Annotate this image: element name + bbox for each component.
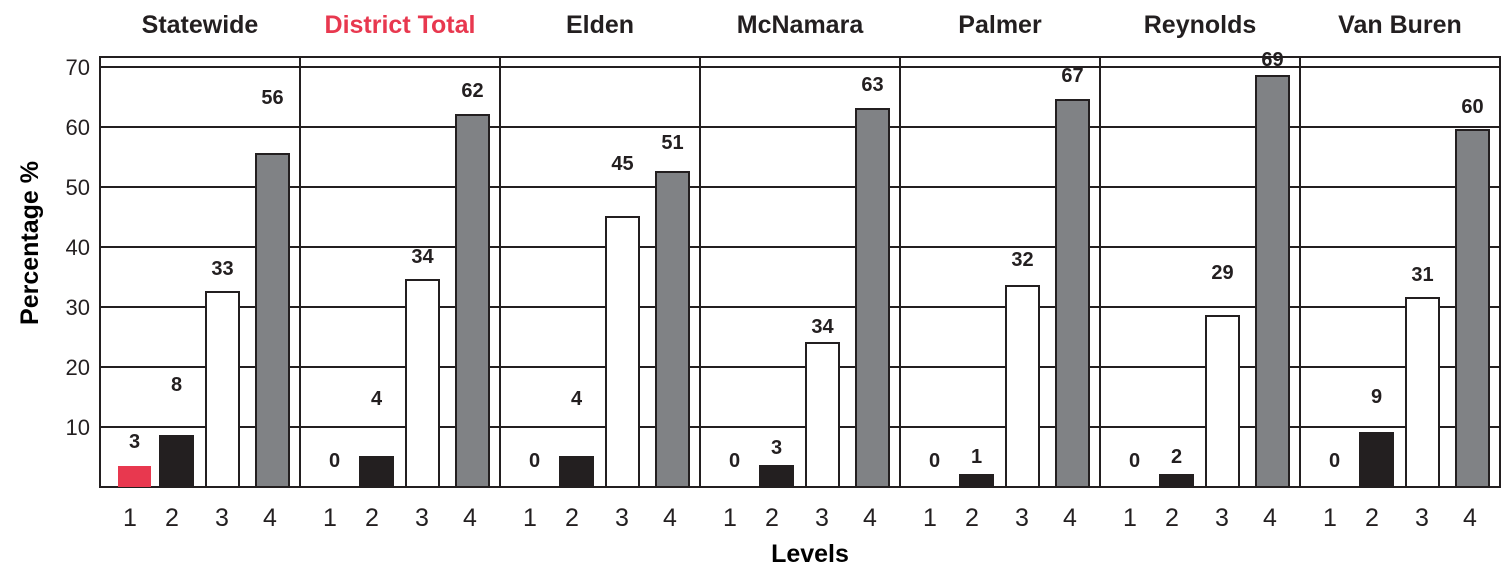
y-axis-title: Percentage % [16, 161, 44, 325]
x-tick-label: 1 [523, 504, 537, 532]
bar-level-2 [359, 456, 394, 488]
data-label: 34 [411, 246, 434, 268]
data-label: 34 [811, 316, 834, 338]
x-tick-label: 2 [1365, 504, 1379, 532]
x-tick-label: 4 [463, 504, 477, 532]
data-label: 51 [661, 132, 683, 154]
bar-level-3 [1405, 297, 1440, 488]
data-label: 4 [371, 388, 383, 410]
x-tick-label: 4 [1463, 504, 1477, 532]
bar-level-1 [118, 466, 151, 487]
data-label: 3 [771, 437, 782, 459]
panel-title: Palmer [958, 11, 1042, 39]
data-label: 2 [1171, 446, 1182, 468]
x-tick-label: 4 [263, 504, 277, 532]
x-tick-label: 1 [323, 504, 337, 532]
data-label: 31 [1411, 264, 1433, 286]
plot-frame [99, 56, 1501, 488]
x-tick-label: 4 [1063, 504, 1077, 532]
y-tick-label: 70 [66, 55, 90, 80]
data-label: 56 [261, 87, 283, 109]
x-tick-label: 3 [1015, 504, 1029, 532]
x-tick-label: 2 [1165, 504, 1179, 532]
data-label: 0 [1129, 450, 1140, 472]
y-tick-label: 50 [66, 175, 90, 200]
data-label: 1 [971, 446, 982, 468]
data-label: 0 [529, 450, 540, 472]
bar-level-2 [1159, 474, 1194, 488]
x-axis-title: Levels [771, 540, 849, 568]
panel-title: Van Buren [1338, 11, 1462, 39]
bar-level-3 [1005, 285, 1040, 488]
bar-level-4 [1455, 129, 1490, 488]
data-label: 63 [861, 74, 883, 96]
panel-title: Reynolds [1144, 11, 1257, 39]
x-tick-label: 3 [215, 504, 229, 532]
y-tick-label: 30 [66, 295, 90, 320]
bar-level-4 [455, 114, 490, 488]
panel-title: District Total [325, 11, 476, 39]
y-tick-label: 20 [66, 355, 90, 380]
x-tick-label: 4 [863, 504, 877, 532]
data-label: 69 [1261, 49, 1283, 71]
data-label: 0 [929, 450, 940, 472]
data-label: 62 [461, 80, 483, 102]
x-tick-label: 1 [123, 504, 137, 532]
x-tick-label: 1 [723, 504, 737, 532]
bar-level-2 [159, 435, 194, 488]
bar-level-4 [255, 153, 290, 488]
x-tick-label: 4 [1263, 504, 1277, 532]
data-label: 45 [611, 153, 633, 175]
data-label: 0 [729, 450, 740, 472]
x-tick-label: 2 [365, 504, 379, 532]
x-tick-label: 2 [165, 504, 179, 532]
bar-level-2 [959, 474, 994, 488]
bar-level-3 [205, 291, 240, 488]
bar-level-2 [559, 456, 594, 488]
data-label: 4 [571, 388, 583, 410]
x-tick-label: 3 [615, 504, 629, 532]
panel-title: Statewide [142, 11, 259, 39]
y-tick-label: 40 [66, 235, 90, 260]
bar-level-2 [759, 465, 794, 488]
y-tick-label: 60 [66, 115, 90, 140]
bar-level-4 [855, 108, 890, 488]
bar-level-3 [805, 342, 840, 488]
bar-level-4 [1255, 75, 1290, 488]
y-tick-label: 10 [66, 415, 90, 440]
bar-level-4 [1055, 99, 1090, 488]
data-label: 3 [129, 431, 140, 453]
data-label: 32 [1011, 249, 1033, 271]
bar-level-2 [1359, 432, 1394, 488]
data-label: 8 [171, 374, 182, 396]
x-tick-label: 1 [1123, 504, 1137, 532]
data-label: 60 [1461, 96, 1483, 118]
bar-level-3 [1205, 315, 1240, 488]
data-label: 67 [1061, 65, 1083, 87]
x-tick-label: 3 [415, 504, 429, 532]
panel-title: Elden [566, 11, 634, 39]
data-label: 33 [211, 258, 233, 280]
x-tick-label: 2 [565, 504, 579, 532]
x-tick-label: 2 [765, 504, 779, 532]
x-tick-label: 1 [923, 504, 937, 532]
data-label: 0 [1329, 450, 1340, 472]
data-label: 0 [329, 450, 340, 472]
bar-level-4 [655, 171, 690, 488]
panel-title: McNamara [737, 11, 865, 39]
x-tick-label: 3 [815, 504, 829, 532]
x-tick-label: 1 [1323, 504, 1337, 532]
x-tick-label: 4 [663, 504, 677, 532]
x-tick-label: 3 [1215, 504, 1229, 532]
data-label: 29 [1211, 262, 1233, 284]
bar-level-3 [605, 216, 640, 488]
x-tick-label: 2 [965, 504, 979, 532]
bar-level-3 [405, 279, 440, 488]
x-tick-label: 3 [1415, 504, 1429, 532]
data-label: 9 [1371, 386, 1382, 408]
